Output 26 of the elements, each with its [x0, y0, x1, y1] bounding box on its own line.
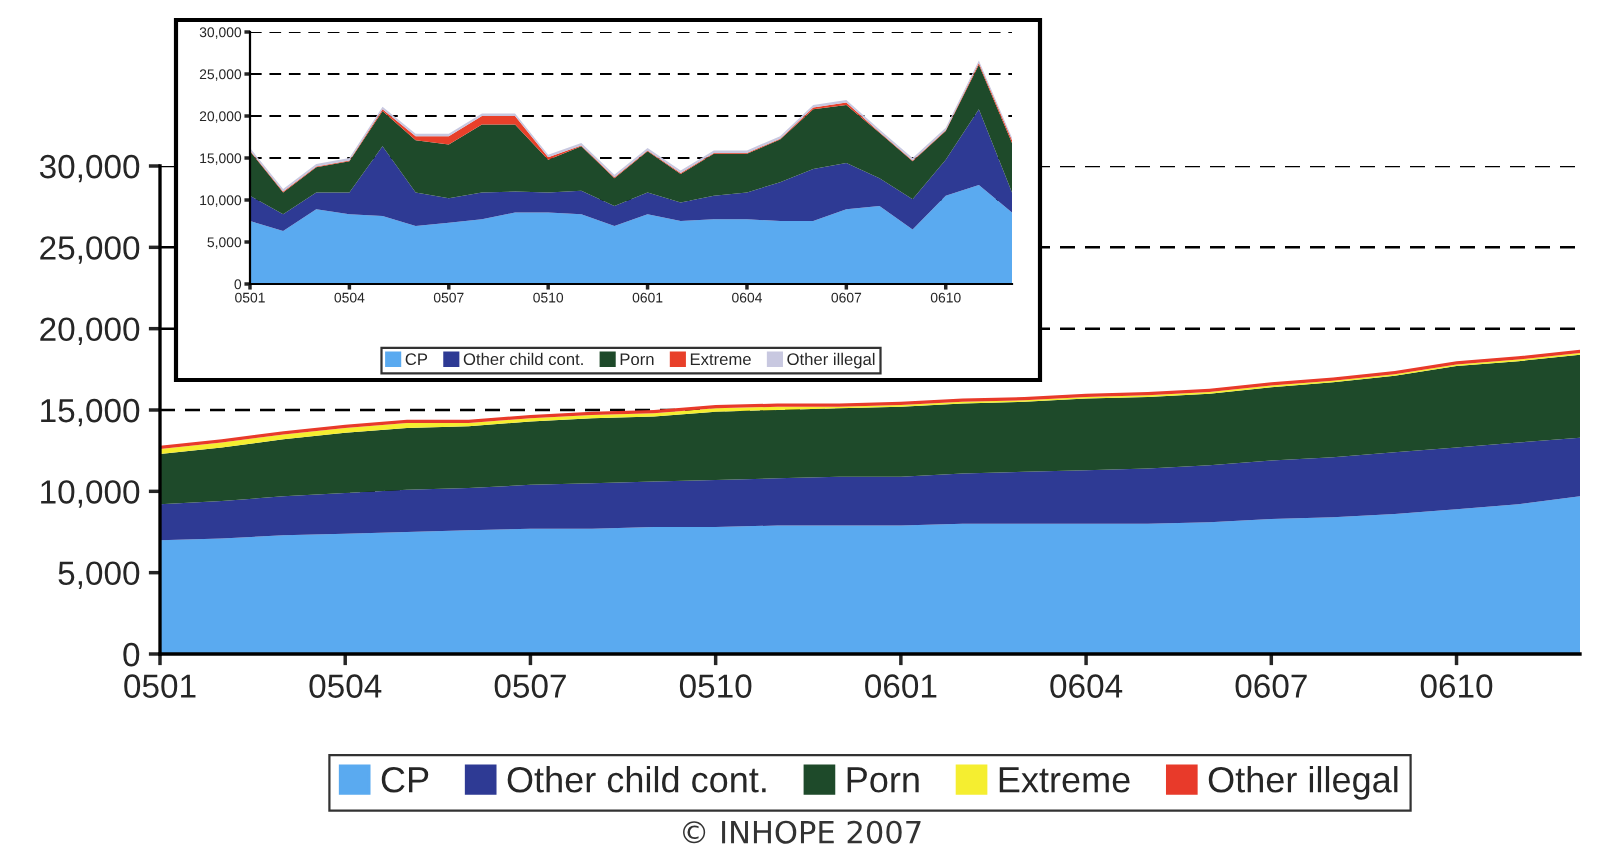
y-tick-label: 25,000 [40, 236, 140, 264]
y-tick-label: 10,000 [41, 480, 140, 508]
x-tick-label: 0604 [1050, 674, 1123, 698]
legend-label: Other child cont. [507, 766, 766, 793]
legend-label: Other child cont. [463, 352, 583, 366]
legend-label: Other illegal [787, 352, 875, 369]
legend-label: Extreme [999, 767, 1130, 793]
y-tick-label: 20,000 [40, 317, 140, 346]
legend-label: Other illegal [1208, 766, 1398, 800]
legend-label: Porn [847, 767, 919, 793]
legend-label: Extreme [690, 353, 751, 366]
x-tick-label: 0504 [309, 674, 382, 698]
x-tick-label: 0501 [124, 674, 196, 698]
x-tick-label: 0507 [494, 674, 566, 698]
y-tick-label: 5,000 [58, 561, 140, 590]
y-tick-label: 30,000 [39, 154, 140, 183]
y-tick-label: 15,000 [41, 398, 140, 427]
y-tick-label: 0 [123, 642, 140, 667]
x-tick-label: 0510 [679, 674, 752, 698]
legend-label: CP [405, 353, 428, 366]
legend-label: Porn [620, 353, 654, 366]
x-tick-label: 0610 [1420, 674, 1493, 698]
text: © INHOPE 2007 [683, 820, 921, 844]
legend-label: CP [381, 766, 429, 793]
x-tick-label: 0607 [1235, 674, 1307, 698]
x-tick-label: 0601 [865, 674, 937, 698]
